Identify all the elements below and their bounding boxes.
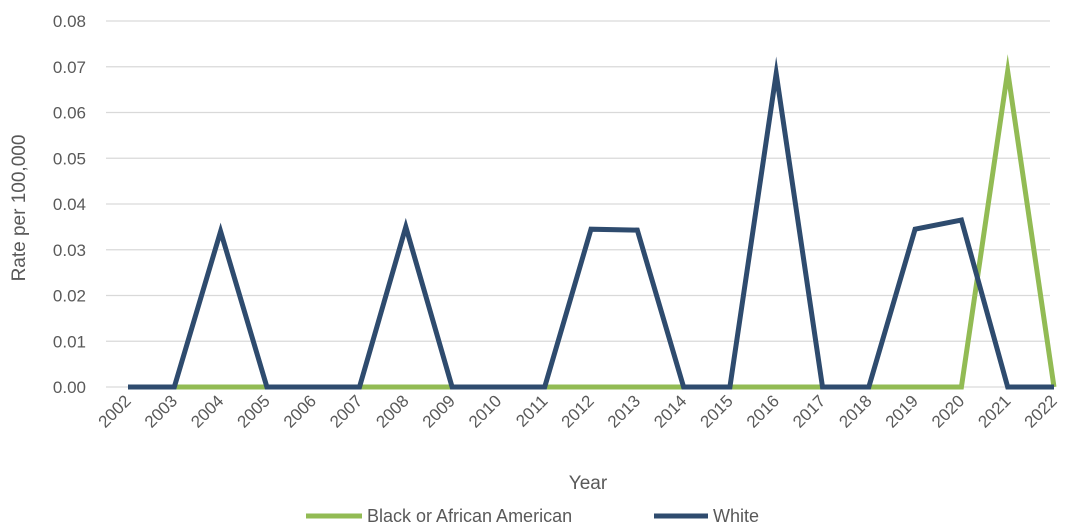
x-tick-label: 2019 (882, 391, 922, 431)
x-axis-tick-labels: 2002 2003 2004 2005 2006 2007 2008 2009 2010 2011… (95, 391, 1061, 431)
y-axis-title: Rate per 100,000 (9, 135, 30, 282)
y-tick-label: 0.01 (53, 332, 86, 351)
series-line-white (128, 56, 1054, 390)
y-tick-label: 0.05 (53, 149, 86, 168)
x-tick-label: 2009 (419, 391, 459, 431)
x-tick-label: 2013 (604, 391, 644, 431)
gridlines (106, 20, 1050, 388)
y-tick-label: 0.07 (53, 58, 86, 77)
y-tick-label: 0.00 (53, 378, 86, 397)
x-tick-label: 2015 (697, 391, 737, 431)
y-axis-tick-labels: 0.00 0.01 0.02 0.03 0.04 0.05 0.06 0.07 0.08 (53, 12, 86, 397)
x-tick-label: 2012 (558, 391, 598, 431)
x-tick-label: 2002 (95, 391, 135, 431)
x-tick-label: 2014 (650, 391, 690, 431)
series-layer (128, 54, 1057, 390)
x-tick-label: 2007 (326, 391, 366, 431)
x-tick-label: 2008 (372, 391, 412, 431)
x-tick-label: 2010 (465, 391, 505, 431)
x-tick-label: 2021 (974, 391, 1014, 431)
legend-item: Black or African American (306, 506, 572, 526)
legend: Black or African American White (306, 506, 759, 526)
y-tick-label: 0.03 (53, 241, 86, 260)
y-tick-label: 0.04 (53, 195, 86, 214)
y-tick-label: 0.08 (53, 12, 86, 31)
x-tick-label: 2004 (187, 391, 227, 431)
x-tick-label: 2022 (1021, 391, 1061, 431)
x-tick-label: 2016 (743, 391, 783, 431)
x-tick-label: 2005 (234, 391, 274, 431)
y-tick-label: 0.06 (53, 104, 86, 123)
x-tick-label: 2006 (280, 391, 320, 431)
legend-item: White (654, 506, 759, 526)
y-tick-label: 0.02 (53, 287, 86, 306)
x-axis-title: Year (569, 473, 608, 494)
x-tick-label: 2020 (928, 391, 968, 431)
x-tick-label: 2003 (141, 391, 181, 431)
x-tick-label: 2011 (512, 391, 551, 430)
x-tick-label: 2017 (789, 391, 829, 431)
legend-label: Black or African American (367, 506, 572, 526)
legend-label: White (713, 506, 759, 526)
x-tick-label: 2018 (835, 391, 875, 431)
